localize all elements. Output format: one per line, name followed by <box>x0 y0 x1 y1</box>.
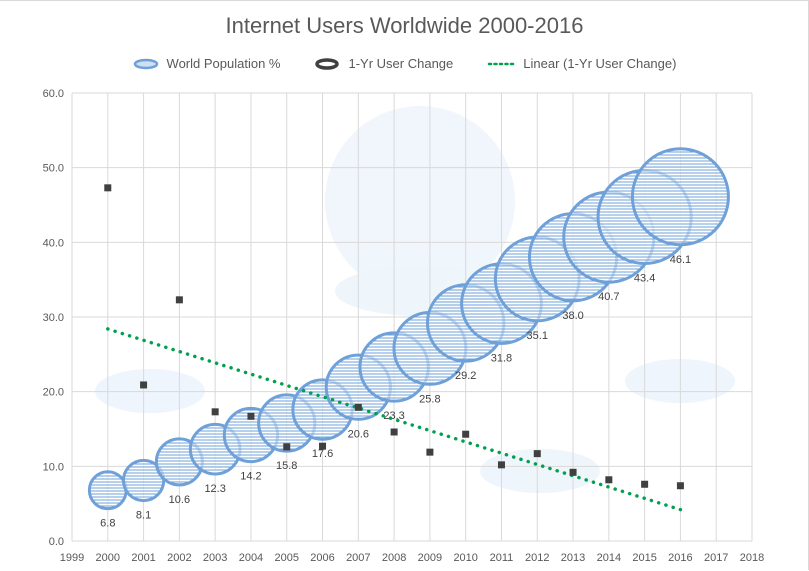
data-label: 38.0 <box>562 310 583 322</box>
legend-label: Linear (1-Yr User Change) <box>523 56 677 71</box>
x-tick-label: 2013 <box>561 552 585 564</box>
y-tick-label: 60.0 <box>43 88 64 100</box>
x-tick-label: 2011 <box>490 552 514 564</box>
x-tick-label: 2016 <box>668 552 692 564</box>
marker-user-change <box>426 448 434 456</box>
legend-item-user-change: 1-Yr User Change <box>314 56 453 71</box>
legend-swatch-marker <box>315 57 340 70</box>
data-label: 25.8 <box>419 393 440 405</box>
data-label: 35.1 <box>527 330 548 342</box>
data-label: 6.8 <box>100 518 115 530</box>
data-label: 29.2 <box>455 370 476 382</box>
y-tick-label: 10.0 <box>43 461 64 473</box>
marker-user-change <box>390 428 398 436</box>
data-label: 12.3 <box>204 483 225 495</box>
data-label: 20.6 <box>348 428 369 440</box>
y-tick-label: 40.0 <box>43 237 64 249</box>
y-tick-label: 50.0 <box>43 163 64 175</box>
x-tick-label: 1999 <box>60 552 84 564</box>
marker-user-change <box>175 296 183 304</box>
trendline-linear <box>106 327 683 512</box>
x-tick-label: 2009 <box>418 552 442 564</box>
data-label: 23.3 <box>383 410 404 422</box>
background-globe-decoration <box>95 106 735 493</box>
x-tick-label: 2000 <box>96 552 120 564</box>
marker-user-change <box>533 450 541 458</box>
x-tick-label: 2007 <box>346 552 370 564</box>
data-label: 46.1 <box>670 254 691 266</box>
data-label: 10.6 <box>169 494 190 506</box>
marker-user-change <box>569 468 577 476</box>
marker-user-change <box>605 476 613 484</box>
x-tick-label: 2014 <box>597 552 621 564</box>
bubble-world-population <box>630 147 730 247</box>
y-tick-label: 0.0 <box>49 536 64 548</box>
legend-label: World Population % <box>166 56 281 71</box>
data-label: 8.1 <box>136 510 151 522</box>
x-tick-label: 2004 <box>239 552 263 564</box>
legend-swatch-dotted-line <box>488 62 516 65</box>
marker-user-change <box>354 403 362 411</box>
x-tick-label: 2006 <box>310 552 334 564</box>
x-tick-label: 2002 <box>167 552 191 564</box>
chart-title: Internet Users Worldwide 2000-2016 <box>225 13 584 38</box>
marker-user-change <box>462 430 470 438</box>
marker-user-change <box>140 381 148 389</box>
data-label: 17.6 <box>312 448 333 460</box>
x-tick-label: 2012 <box>525 552 549 564</box>
data-label: 15.8 <box>276 460 297 472</box>
data-label: 40.7 <box>598 291 619 303</box>
marker-user-change <box>283 443 291 451</box>
legend: World Population % 1-Yr User Change Line… <box>0 56 809 71</box>
data-label: 31.8 <box>491 352 512 364</box>
y-tick-label: 30.0 <box>43 312 64 324</box>
marker-user-change <box>247 412 255 420</box>
y-tick-label: 20.0 <box>43 387 64 399</box>
x-tick-label: 2017 <box>704 552 728 564</box>
legend-swatch-bubble <box>133 58 158 69</box>
marker-user-change <box>104 184 112 192</box>
x-tick-label: 2018 <box>740 552 764 564</box>
marker-user-change <box>497 461 505 469</box>
x-tick-label: 2015 <box>632 552 656 564</box>
legend-item-world-population: World Population % <box>133 56 281 71</box>
marker-user-change <box>211 408 219 416</box>
x-tick-label: 2001 <box>131 552 155 564</box>
data-label: 43.4 <box>634 273 655 285</box>
data-label: 14.2 <box>240 471 261 483</box>
x-tick-label: 2008 <box>382 552 406 564</box>
marker-user-change <box>641 480 649 488</box>
x-tick-label: 2010 <box>453 552 477 564</box>
legend-label: 1-Yr User Change <box>348 56 454 71</box>
bubble-world-population <box>87 470 128 511</box>
marker-user-change <box>676 482 684 490</box>
x-tick-label: 2003 <box>203 552 227 564</box>
x-tick-label: 2005 <box>274 552 298 564</box>
marker-user-change <box>319 442 327 450</box>
legend-item-trendline: Linear (1-Yr User Change) <box>487 56 676 71</box>
